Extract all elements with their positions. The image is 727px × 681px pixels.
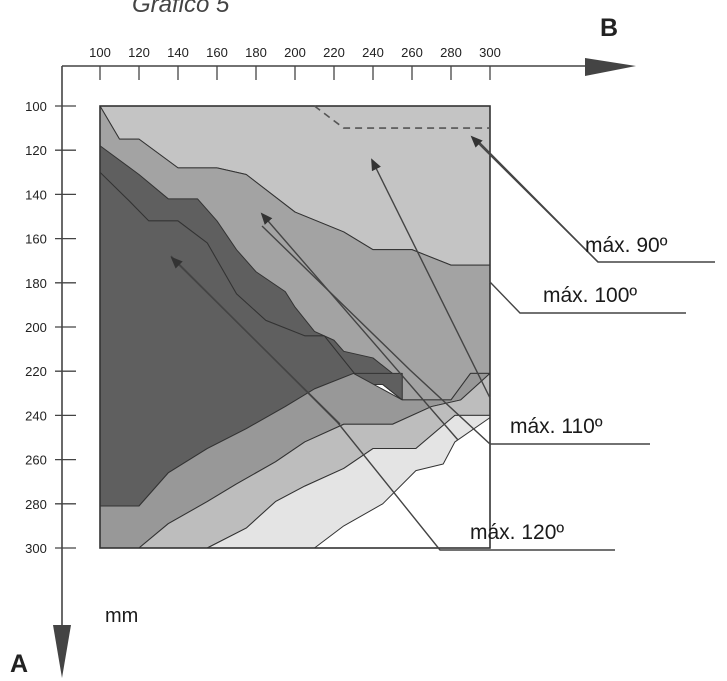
- arrow-2: [260, 212, 459, 441]
- arrow-0: [470, 135, 599, 263]
- y-axis-name: A: [10, 650, 28, 678]
- x-tick-label-5: 200: [284, 45, 306, 60]
- x-tick-label-4: 180: [245, 45, 267, 60]
- x-tick-label-0: 100: [89, 45, 111, 60]
- x-tick-label-1: 120: [128, 45, 150, 60]
- callout-label-1: máx. 100º: [543, 284, 637, 307]
- x-tick-label-3: 160: [206, 45, 228, 60]
- axes-layer: [53, 58, 636, 678]
- regions-layer: [99, 105, 491, 549]
- x-tick-label-7: 240: [362, 45, 384, 60]
- dashed-limit-line: [314, 105, 490, 129]
- arrow-3: [170, 256, 341, 425]
- y-tick-label-4: 180: [25, 276, 47, 291]
- y-tick-label-0: 100: [25, 99, 47, 114]
- unit-label: mm: [105, 605, 138, 627]
- y-tick-label-5: 200: [25, 320, 47, 335]
- y-tick-label-3: 160: [25, 232, 47, 247]
- x-tick-label-10: 300: [479, 45, 501, 60]
- y-tick-label-2: 140: [25, 187, 47, 202]
- arrow-1: [371, 158, 491, 399]
- y-axis-arrowhead: [53, 625, 71, 678]
- chart-title: Gráfico 5: [132, 0, 230, 18]
- x-tick-label-9: 280: [440, 45, 462, 60]
- plot-border: [99, 105, 491, 549]
- y-tick-label-6: 220: [25, 364, 47, 379]
- y-tick-label-1: 120: [25, 143, 47, 158]
- x-axis-arrowhead: [585, 58, 636, 76]
- y-tick-label-9: 280: [25, 497, 47, 512]
- y-tick-label-7: 240: [25, 408, 47, 423]
- x-tick-label-2: 140: [167, 45, 189, 60]
- x-axis-name: B: [600, 14, 618, 42]
- x-tick-label-8: 260: [401, 45, 423, 60]
- callout-line-2: [261, 225, 650, 445]
- callout-line-1: [489, 281, 686, 314]
- callout-label-3: máx. 120º: [470, 521, 564, 544]
- callout-label-0: máx. 90º: [585, 234, 668, 257]
- overlay-layer: [99, 105, 715, 551]
- x-tick-label-6: 220: [323, 45, 345, 60]
- labels-layer: máx. 90º máx. 100º máx. 110º máx. 120º 100 12…: [10, 0, 668, 678]
- y-tick-label-8: 260: [25, 453, 47, 468]
- callout-label-2: máx. 110º: [510, 415, 603, 438]
- y-tick-label-10: 300: [25, 541, 47, 556]
